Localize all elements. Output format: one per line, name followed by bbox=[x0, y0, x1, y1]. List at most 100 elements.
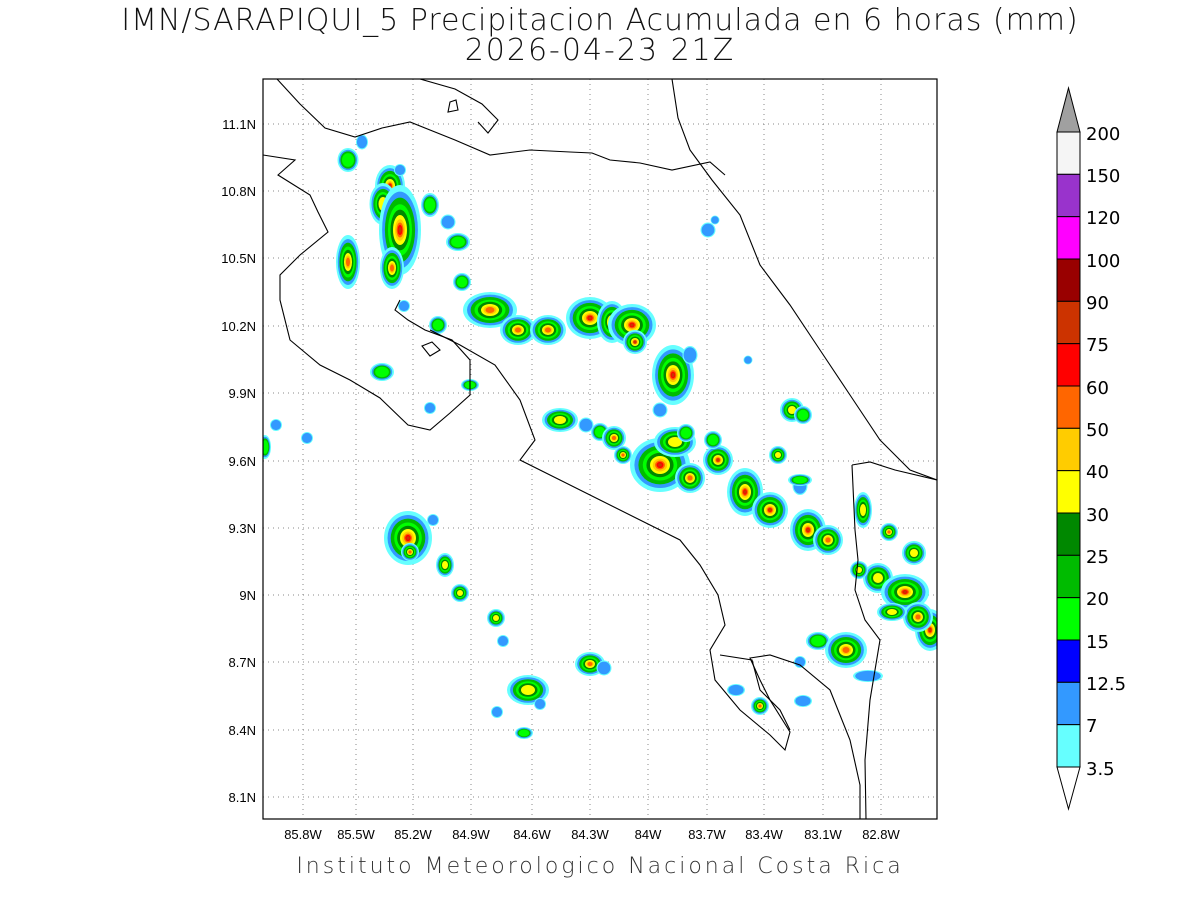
precip-contour bbox=[701, 223, 715, 237]
precip-contour bbox=[711, 216, 719, 224]
colorbar-swatch bbox=[1056, 724, 1081, 768]
precip-contour bbox=[633, 340, 637, 344]
lake-nicaragua-shore bbox=[419, 79, 499, 134]
gulf-of-nicoya-coast bbox=[429, 329, 861, 819]
precip-contour bbox=[653, 403, 667, 417]
colorbar-swatch bbox=[1056, 343, 1081, 387]
precip-contour bbox=[442, 561, 448, 569]
precip-contour bbox=[301, 432, 313, 444]
colorbar-label: 75 bbox=[1086, 335, 1109, 356]
colorbar-label: 7 bbox=[1086, 716, 1097, 737]
precip-contour bbox=[398, 300, 410, 312]
precip-contour bbox=[788, 406, 796, 414]
precip-contour bbox=[683, 347, 697, 363]
colorbar-swatch bbox=[1056, 512, 1081, 556]
precip-contour bbox=[716, 458, 720, 462]
colorbar-label: 40 bbox=[1086, 462, 1109, 483]
lat-tick-label: 10.5N bbox=[221, 251, 256, 266]
precip-contour bbox=[441, 215, 455, 229]
precip-contour bbox=[375, 366, 389, 378]
lat-tick-label: 11.1N bbox=[222, 117, 256, 132]
lon-tick-label: 83.7W bbox=[688, 827, 726, 842]
precip-contour bbox=[744, 356, 752, 364]
osa-peninsula bbox=[719, 654, 791, 731]
colorbar-swatch bbox=[1056, 681, 1081, 726]
precip-contour bbox=[903, 590, 907, 594]
precip-contour bbox=[346, 257, 350, 267]
lat-tick-label: 10.2N bbox=[221, 319, 256, 334]
precip-contour bbox=[427, 514, 439, 526]
precip-contour bbox=[915, 614, 921, 620]
colorbar-label: 50 bbox=[1086, 420, 1109, 441]
lon-tick-label: 82.8W bbox=[862, 827, 900, 842]
colorbar-labels: 200 150 120 100 90 75 60 50 40 30 25 20 … bbox=[1086, 124, 1126, 780]
precip-contour bbox=[707, 434, 719, 446]
map-datetime: 2026-04-23 21Z bbox=[464, 33, 736, 68]
map-frame bbox=[262, 78, 938, 820]
lat-tick-label: 10.8N bbox=[221, 184, 256, 199]
precip-contour bbox=[451, 236, 465, 248]
colorbar-label: 25 bbox=[1086, 547, 1109, 568]
precip-contour bbox=[621, 453, 625, 457]
precip-contour bbox=[587, 662, 593, 666]
precip-contour bbox=[518, 729, 530, 737]
colorbar-label: 15 bbox=[1086, 632, 1109, 653]
lon-tick-label: 84.9W bbox=[452, 827, 490, 842]
lat-tick-label: 9.6N bbox=[229, 454, 256, 469]
colorbar-swatch bbox=[1056, 258, 1081, 302]
precip-contour bbox=[668, 437, 682, 447]
precip-contour bbox=[795, 695, 811, 707]
precip-contour bbox=[398, 227, 402, 233]
lake-islet bbox=[447, 99, 459, 113]
colorbar-swatch bbox=[1056, 216, 1081, 260]
latitude-axis: 11.1N 10.8N 10.5N 10.2N 9.9N 9.6N 9.3N 9… bbox=[221, 117, 256, 805]
precip-contour bbox=[342, 153, 354, 167]
precip-contour bbox=[680, 427, 692, 439]
lon-tick-label: 85.8W bbox=[284, 827, 322, 842]
precip-contour bbox=[612, 436, 616, 440]
precip-contour bbox=[432, 319, 444, 331]
precip-contour bbox=[825, 537, 831, 543]
precip-contour bbox=[424, 198, 436, 212]
colorbar-label: 200 bbox=[1086, 124, 1120, 145]
precip-contour bbox=[597, 661, 611, 675]
lon-tick-label: 84.3W bbox=[571, 827, 609, 842]
precipitation-field bbox=[263, 134, 937, 739]
precip-contour bbox=[671, 373, 675, 377]
precip-contour bbox=[768, 508, 772, 512]
precip-contour bbox=[687, 475, 693, 481]
precip-contour bbox=[521, 685, 535, 695]
colorbar-swatch bbox=[1056, 427, 1081, 472]
lat-tick-label: 8.7N bbox=[229, 655, 256, 670]
precip-contour bbox=[728, 684, 744, 696]
precip-contour bbox=[270, 419, 282, 431]
precip-contour bbox=[873, 573, 883, 583]
precip-contour bbox=[491, 706, 503, 718]
colorbar-label: 90 bbox=[1086, 293, 1109, 314]
precip-contour bbox=[806, 528, 810, 532]
coastlines-and-borders bbox=[263, 79, 937, 819]
precip-contour bbox=[554, 416, 566, 424]
lon-tick-label: 83.1W bbox=[804, 827, 842, 842]
precip-contour bbox=[928, 628, 932, 632]
colorbar-min-arrow bbox=[1056, 766, 1081, 811]
precip-contour bbox=[658, 463, 662, 467]
map-title: IMN/SARAPIQUI_5 Precipitacion Acumulada … bbox=[121, 3, 1079, 38]
precip-contour bbox=[793, 476, 807, 484]
colorbar-swatch bbox=[1056, 385, 1081, 429]
panama-border bbox=[851, 461, 937, 819]
precip-contour bbox=[263, 440, 269, 454]
lat-tick-label: 9.9N bbox=[229, 386, 256, 401]
precip-contour bbox=[588, 316, 592, 320]
precip-contour bbox=[456, 276, 468, 288]
colorbar-swatch bbox=[1056, 554, 1081, 599]
precip-contour bbox=[860, 504, 866, 516]
colorbar-label: 30 bbox=[1086, 505, 1109, 526]
colorbar-swatch bbox=[1056, 131, 1081, 175]
nicaragua-border bbox=[276, 79, 726, 176]
precip-contour bbox=[497, 635, 509, 647]
precip-contour bbox=[390, 264, 394, 272]
colorbar-label: 3.5 bbox=[1086, 759, 1115, 780]
colorbar-label: 100 bbox=[1086, 251, 1120, 272]
